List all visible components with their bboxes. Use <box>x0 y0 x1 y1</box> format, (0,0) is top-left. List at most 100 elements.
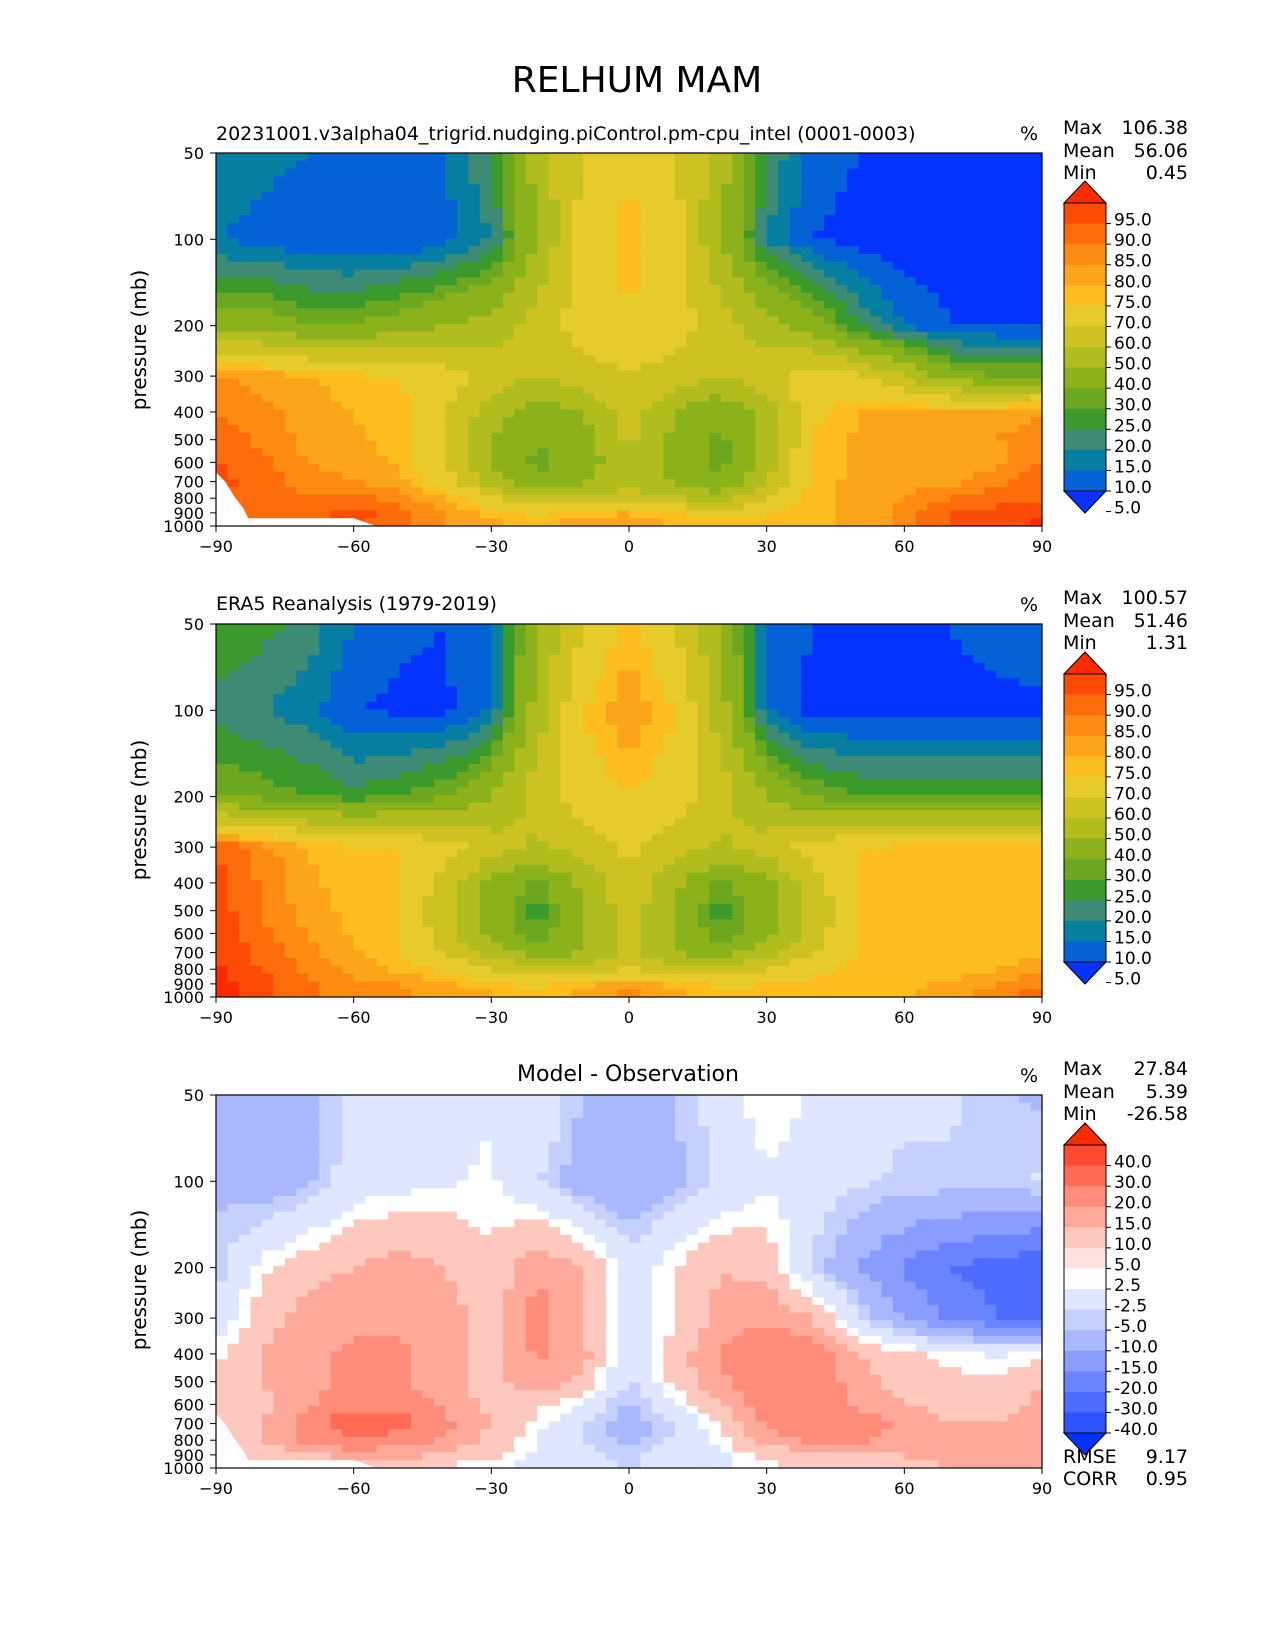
contour-cell <box>869 160 882 170</box>
contour-cell <box>227 191 240 201</box>
contour-cell <box>651 230 665 240</box>
contour-cell <box>376 479 389 488</box>
contour-cell <box>571 448 584 457</box>
contour-cell <box>996 624 1009 633</box>
contour-cell <box>938 300 951 310</box>
contour-cell <box>686 518 699 526</box>
contour-cell <box>824 347 837 356</box>
contour-cell <box>445 624 458 633</box>
contour-cell <box>606 624 619 633</box>
contour-cell <box>583 709 596 718</box>
contour-cell <box>445 153 458 162</box>
contour-cell <box>594 701 607 711</box>
contour-cell <box>1007 456 1020 465</box>
contour-cell <box>479 740 492 749</box>
contour-cell <box>778 624 791 633</box>
contour-cell <box>353 191 366 201</box>
contour-cell <box>445 647 458 656</box>
contour-cell <box>1019 748 1032 757</box>
contour-cell <box>973 246 986 255</box>
contour-cell <box>422 184 435 193</box>
contour-cell <box>365 331 378 341</box>
contour-cell <box>904 269 917 278</box>
contour-cell <box>594 269 607 278</box>
contour-cell <box>927 238 940 247</box>
contour-cell <box>904 230 917 240</box>
contour-cell <box>456 246 469 255</box>
contour-cell <box>858 378 871 387</box>
contour-cell <box>938 277 951 286</box>
contour-cell <box>238 370 252 379</box>
x-tick-label: 0 <box>624 537 634 556</box>
contour-cell <box>1019 432 1032 442</box>
contour-cell <box>227 686 240 695</box>
contour-cell <box>835 292 848 302</box>
contour-cell <box>743 215 756 224</box>
contour-cell <box>422 693 435 703</box>
contour-cell <box>342 292 355 302</box>
contour-cell <box>273 510 286 519</box>
contour-cell <box>514 401 527 411</box>
contour-cell <box>766 631 779 641</box>
contour-cell <box>950 199 963 208</box>
contour-cell <box>296 670 309 679</box>
contour-cell <box>743 502 756 512</box>
contour-cell <box>537 386 550 395</box>
contour-cell <box>560 215 573 224</box>
contour-cell <box>560 448 573 457</box>
contour-cell <box>330 215 343 224</box>
contour-cell <box>904 678 917 687</box>
contour-cell <box>456 215 469 224</box>
contour-cell <box>399 471 412 480</box>
contour-cell <box>433 378 447 387</box>
contour-cell <box>973 153 986 162</box>
contour-cell <box>365 222 378 232</box>
contour-cell <box>973 693 986 703</box>
contour-cell <box>766 494 779 504</box>
contour-cell <box>456 285 469 294</box>
contour-cell <box>663 440 676 449</box>
contour-cell <box>583 331 596 341</box>
contour-cell <box>216 393 229 403</box>
contour-cell <box>686 300 699 310</box>
contour-cell <box>388 432 401 442</box>
contour-cell <box>571 393 584 403</box>
contour-cell <box>583 323 596 333</box>
contour-cell <box>502 246 515 255</box>
contour-cell <box>399 222 412 232</box>
contour-cell <box>376 518 389 526</box>
contour-cell <box>491 624 504 633</box>
contour-cell <box>548 362 561 372</box>
contour-cell <box>835 277 848 286</box>
contour-cell <box>514 463 527 473</box>
contour-cell <box>938 176 951 185</box>
contour-cell <box>238 639 252 648</box>
contour-cell <box>640 168 653 177</box>
contour-cell <box>881 424 894 434</box>
contour-cell <box>961 261 974 271</box>
contour-cell <box>238 176 252 185</box>
contour-cell <box>720 701 733 711</box>
contour-cell <box>640 238 653 247</box>
contour-cell <box>629 191 642 201</box>
contour-cell <box>411 518 424 526</box>
contour-cell <box>491 479 504 488</box>
contour-cell <box>686 440 699 449</box>
contour-cell <box>961 277 974 286</box>
contour-cell <box>353 222 366 232</box>
contour-cell <box>629 308 642 317</box>
contour-cell <box>709 662 722 672</box>
contour-cell <box>502 678 515 687</box>
contour-cell <box>250 686 263 695</box>
contour-cell <box>640 432 653 442</box>
contour-cell <box>376 153 389 162</box>
contour-cell <box>422 686 435 695</box>
contour-cell <box>583 168 596 177</box>
contour-cell <box>629 709 642 718</box>
contour-cell <box>411 771 424 781</box>
contour-cell <box>491 261 504 271</box>
contour-cell <box>766 393 779 403</box>
contour-cell <box>938 254 951 263</box>
contour-cell <box>537 207 550 216</box>
contour-cell <box>342 160 355 170</box>
